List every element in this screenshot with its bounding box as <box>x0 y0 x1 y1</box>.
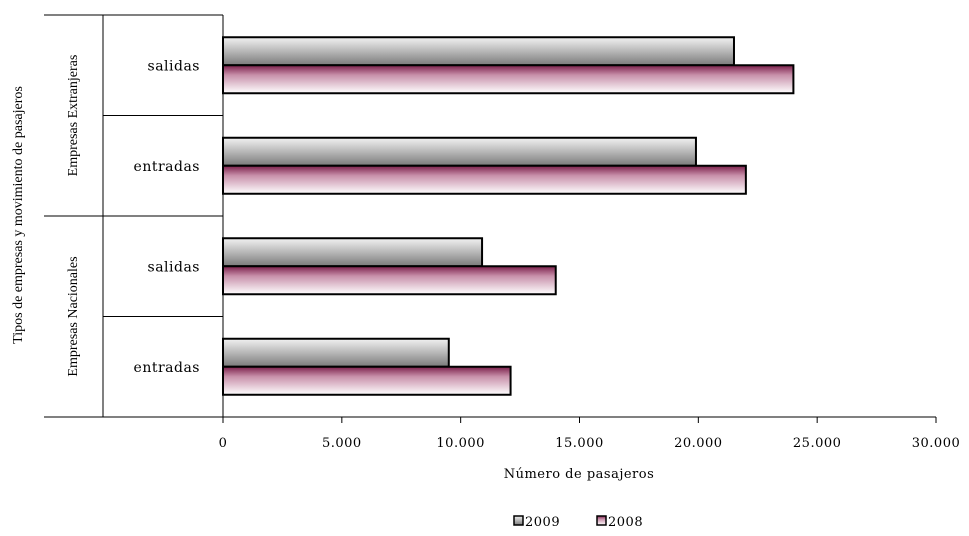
legend-label-2009: 2009 <box>525 515 560 530</box>
category-label-entradas: entradas <box>134 159 200 175</box>
y-axis-title: Tipos de empresas y movimiento de pasaje… <box>11 86 26 344</box>
bar-2009-entradas <box>222 136 697 167</box>
x-tick-label: 5.000 <box>322 436 362 451</box>
legend-swatch-2008 <box>596 515 607 526</box>
x-tick-label: 0 <box>219 436 228 451</box>
x-tick-label: 25.000 <box>793 436 842 451</box>
labels: 0 5.000 10.000 15.000 20.000 25.000 30.000 sali… <box>66 55 960 451</box>
bar-2009-salidas <box>222 237 484 268</box>
x-tick-label: 30.000 <box>912 436 961 451</box>
category-label-entradas: entradas <box>134 360 200 376</box>
group-label: Empresas Extranjeras <box>66 55 81 177</box>
x-tick-label: 20.000 <box>674 436 723 451</box>
bar-2008-entradas <box>222 164 747 195</box>
x-tick-label: 15.000 <box>555 436 604 451</box>
category-label-salidas: salidas <box>148 259 200 275</box>
bar-2008-entradas <box>222 365 512 396</box>
x-axis-title: Número de pasajeros <box>504 467 655 482</box>
legend-swatch-2009 <box>513 515 524 526</box>
bar-2009-salidas <box>222 36 735 67</box>
category-label-salidas: salidas <box>148 58 200 74</box>
x-tick-label: 10.000 <box>436 436 485 451</box>
legend-label-2008: 2008 <box>608 515 643 530</box>
bars <box>222 36 795 396</box>
legend: 2009 2008 <box>513 515 643 530</box>
bar-2008-salidas <box>222 265 557 296</box>
bar-2009-entradas <box>222 337 450 368</box>
group-label: Empresas Nacionales <box>66 256 81 376</box>
axes <box>44 14 937 423</box>
bar-2008-salidas <box>222 64 795 95</box>
